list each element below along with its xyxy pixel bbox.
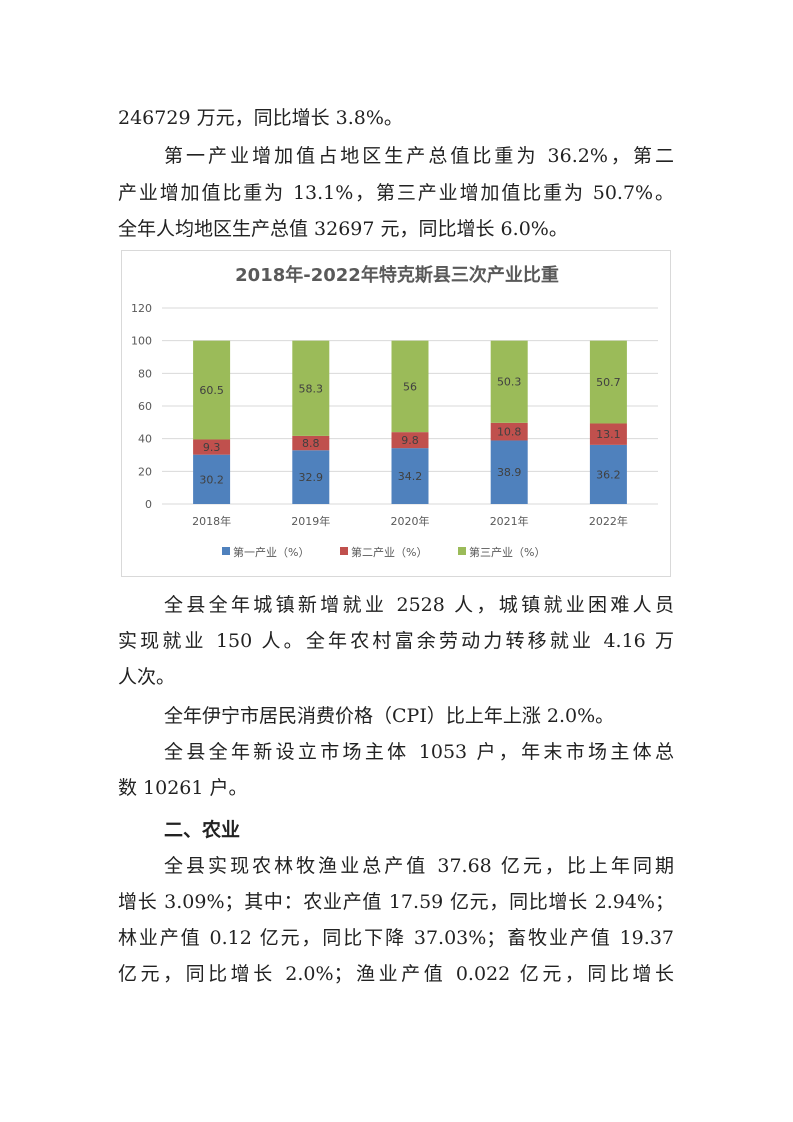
x-tick-label: 2019年 (291, 514, 330, 528)
x-tick-label: 2022年 (589, 514, 628, 528)
paragraph-line: 全县全年城镇新增就业 2528 人，城镇就业困难人员 (164, 594, 674, 616)
bar-segment (391, 448, 429, 504)
y-tick-label: 0 (145, 498, 152, 511)
paragraph-line: 全年伊宁市居民消费价格（CPI）比上年上涨 2.0%。 (164, 705, 615, 727)
bar-segment (193, 454, 231, 504)
data-label: 56 (403, 380, 417, 393)
paragraph-line: 数 10261 户。 (118, 777, 248, 799)
data-label: 34.2 (398, 470, 423, 483)
x-tick-label: 2020年 (391, 514, 430, 528)
chart-title: 2018年-2022年特克斯县三次产业比重 (235, 264, 559, 286)
paragraph-line: 亿元，同比增长 2.0%；渔业产值 0.022 亿元，同比增长 (118, 963, 674, 985)
paragraph-line: 实现就业 150 人。全年农村富余劳动力转移就业 4.16 万 (118, 630, 674, 652)
y-tick-label: 60 (138, 400, 152, 413)
data-label: 36.2 (596, 468, 621, 481)
x-tick-label: 2021年 (490, 514, 529, 528)
paragraph-line: 第一产业增加值占地区生产总值比重为 36.2%，第二 (164, 145, 674, 167)
bar-segment (589, 340, 627, 424)
bar-segment (292, 450, 330, 504)
paragraph-line: 产业增加值比重为 13.1%，第三产业增加值比重为 50.7%。 (118, 182, 674, 204)
legend-swatch (458, 547, 466, 555)
bar-segment (193, 340, 231, 440)
stacked-bar-chart: 2018年-2022年特克斯县三次产业比重 0 20 40 60 80 100 120 30.2… (131, 264, 658, 559)
legend-label: 第一产业（%） (233, 545, 309, 559)
paragraph-line: 246729 万元，同比增长 3.8%。 (118, 107, 403, 129)
data-label: 60.5 (199, 384, 224, 397)
section-heading: 二、农业 (164, 819, 241, 841)
legend-swatch (340, 547, 348, 555)
paragraph-line: 人次。 (118, 666, 176, 688)
y-tick-label: 120 (131, 302, 152, 315)
paragraph-line: 增长 3.09%；其中：农业产值 17.59 亿元，同比增长 2.94%； (118, 891, 674, 913)
legend-label: 第三产业（%） (469, 545, 545, 559)
paragraph-line: 全县实现农林牧渔业总产值 37.68 亿元，比上年同期 (164, 855, 674, 877)
data-label: 8.8 (302, 437, 320, 450)
paragraph-line: 全年人均地区生产总值 32697 元，同比增长 6.0%。 (118, 218, 568, 240)
data-label: 50.7 (596, 376, 621, 389)
data-label: 50.3 (497, 376, 522, 389)
paragraph-line: 全县全年新设立市场主体 1053 户，年末市场主体总 (164, 741, 674, 763)
data-label: 9.8 (401, 434, 419, 447)
legend-label: 第二产业（%） (351, 545, 427, 559)
data-label: 58.3 (299, 382, 324, 395)
data-label: 10.8 (497, 426, 522, 439)
bar-segment (589, 423, 627, 445)
y-tick-label: 80 (138, 367, 152, 380)
bar-segment (589, 444, 627, 504)
y-tick-label: 100 (131, 335, 152, 348)
data-label: 9.3 (203, 441, 221, 454)
y-tick-label: 20 (138, 465, 152, 478)
data-label: 30.2 (199, 473, 224, 486)
chart-panel: 2018年-2022年特克斯县三次产业比重 0 20 40 60 80 100 120 30.2… (121, 250, 671, 577)
bar-segment (292, 340, 330, 436)
data-label: 13.1 (596, 428, 621, 441)
bar-segment (490, 340, 528, 423)
bar-segment (292, 435, 330, 451)
x-tick-label: 2018年 (192, 514, 231, 528)
data-label: 32.9 (299, 471, 324, 484)
legend-swatch (222, 547, 230, 555)
bar-segment (490, 440, 528, 504)
paragraph-line: 林业产值 0.12 亿元，同比下降 37.03%；畜牧业产值 19.37 (118, 927, 674, 949)
bar-segment (490, 422, 528, 441)
bar-segment (391, 340, 429, 433)
bar-segment (391, 432, 429, 449)
data-label: 38.9 (497, 466, 522, 479)
bar-segment (193, 439, 231, 455)
y-tick-label: 40 (138, 433, 152, 446)
